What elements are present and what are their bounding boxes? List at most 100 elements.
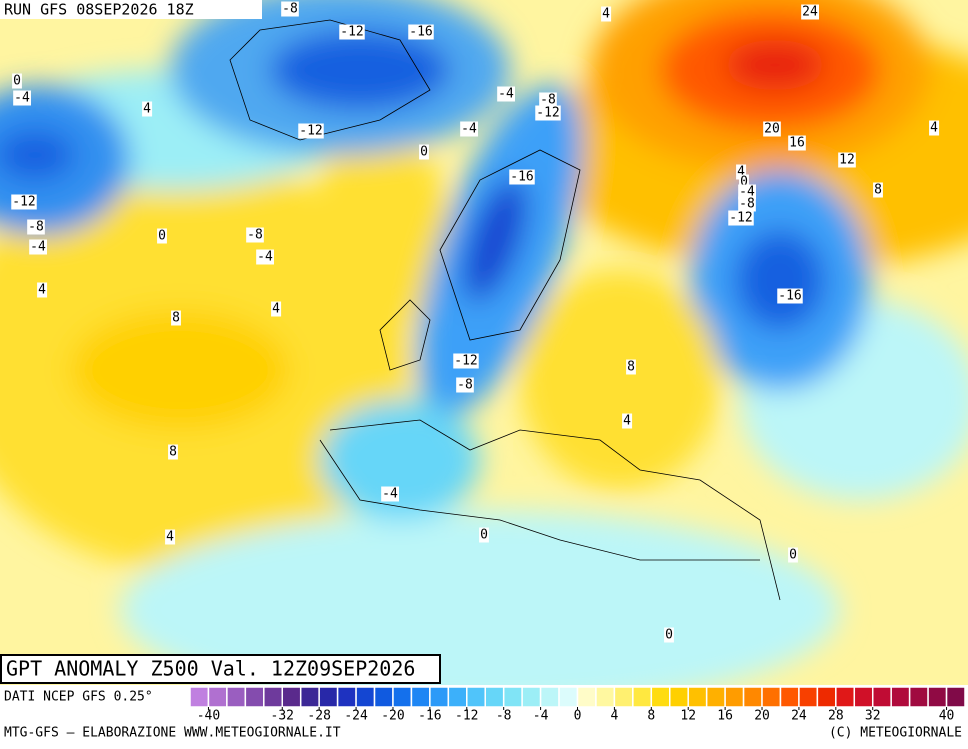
contour-label-bg — [29, 239, 47, 255]
contour-label-bg — [168, 444, 178, 460]
contour-label-bg — [419, 144, 429, 160]
colorbar-swatch — [207, 686, 228, 708]
contour-label: -12 — [536, 106, 559, 121]
contour-label-bg — [453, 353, 479, 369]
colorbar-swatch — [853, 686, 874, 708]
contour-label-bg — [171, 310, 181, 326]
contour-label-bg — [601, 6, 612, 22]
contour-label-bg — [13, 90, 31, 106]
contour-label-bg — [509, 169, 535, 185]
colorbar-tick-label: -8 — [496, 709, 512, 724]
contour-label: -8 — [739, 197, 755, 212]
contour-label-bg — [788, 547, 798, 563]
contour-label-bg — [873, 182, 883, 198]
contour-label: -12 — [12, 195, 35, 210]
colorbar-swatch — [263, 686, 284, 708]
contour-label-bg — [626, 359, 636, 375]
colorbar-swatch — [576, 686, 597, 708]
contour-label: -8 — [247, 228, 263, 243]
contour-label-bg — [535, 105, 561, 121]
contour-label-bg — [738, 184, 756, 200]
colorbar-swatch — [484, 686, 505, 708]
colorbar-swatch — [908, 686, 929, 708]
colorbar-swatch — [539, 686, 560, 708]
contour-label: 16 — [789, 136, 805, 151]
contour-label-bg — [728, 210, 754, 226]
contour-label: 20 — [764, 122, 780, 137]
colorbar-tick-label: 40 — [939, 709, 955, 724]
contour-label: 8 — [172, 311, 180, 326]
colorbar-swatch — [945, 686, 966, 708]
colorbar-tick-label: 32 — [865, 709, 881, 724]
contour-label: 0 — [665, 628, 673, 643]
source-label: DATI NCEP GFS 0.25° — [4, 690, 153, 705]
contour-label: -8 — [282, 2, 298, 17]
colorbar-swatch — [244, 686, 265, 708]
colorbar-swatch — [466, 686, 486, 708]
contour-label-bg — [256, 249, 274, 265]
contour-label: 12 — [839, 153, 855, 168]
contour-label: -12 — [454, 354, 477, 369]
contour-label-bg — [929, 120, 940, 136]
contour-label-bg — [539, 92, 557, 108]
contour-label-bg — [622, 413, 633, 429]
contour-label: 8 — [627, 360, 635, 375]
contour-label: 0 — [480, 528, 488, 543]
coastlines — [229, 19, 781, 601]
run-box — [0, 0, 262, 19]
colorbar-swatch — [281, 686, 302, 708]
colorbar-swatch — [798, 686, 819, 708]
contour-label-bg — [738, 196, 756, 212]
contour-label: -16 — [409, 25, 432, 40]
contour-label: 4 — [623, 414, 631, 429]
colorbar-swatch — [502, 686, 523, 708]
colorbar-swatch — [373, 686, 394, 708]
field — [0, 0, 968, 685]
colorbar-tick-label: 8 — [647, 709, 655, 724]
contour-label-bg — [777, 288, 803, 304]
contour-label: 4 — [737, 165, 745, 180]
contour-label-bg — [838, 152, 856, 168]
colorbar-swatch — [392, 686, 413, 708]
contour-label-bg — [27, 219, 45, 235]
colorbar-tick-label: -24 — [344, 709, 368, 724]
colorbar: -40 -32 -28 -24 -20 -16 -12 -8 -4 0 4 8 12 16 20 24 28 32… — [189, 686, 966, 724]
title-box — [0, 654, 441, 684]
contour-label-bg — [479, 527, 489, 543]
colorbar-swatch — [742, 686, 763, 708]
contour-label-bg — [497, 86, 515, 102]
contour-label-bg — [339, 24, 365, 40]
colorbar-swatch — [355, 686, 376, 708]
contour-label-bg — [381, 486, 399, 502]
contour-label-bg — [298, 123, 324, 139]
contour-label-bg — [246, 227, 264, 243]
colorbar-swatch — [521, 686, 542, 708]
contour-label: 0 — [420, 145, 428, 160]
colorbar-swatch — [447, 686, 468, 708]
contour-label-bg — [12, 73, 22, 89]
contour-label: 0 — [13, 74, 21, 89]
contour-label: -4 — [14, 91, 30, 106]
colorbar-swatch — [410, 686, 431, 708]
contour-label: -4 — [739, 185, 755, 200]
colorbar-swatch — [835, 686, 856, 708]
colorbar-swatch — [318, 686, 339, 708]
contour-label: -8 — [540, 93, 556, 108]
footer-right: (C) METEOGIORNALE — [829, 726, 962, 741]
colorbar-tick-label: -16 — [418, 709, 441, 724]
colorbar-swatch — [779, 686, 800, 708]
map-title: GPT ANOMALY Z500 Val. 12Z09SEP2026 — [6, 657, 415, 681]
colorbar-tick-label: 28 — [828, 709, 844, 724]
colorbar-swatch — [429, 686, 450, 708]
contour-label: 4 — [930, 121, 938, 136]
colorbar-swatch — [632, 686, 653, 708]
colorbar-swatch — [299, 686, 320, 708]
contour-label: 24 — [802, 5, 818, 20]
contour-label: 8 — [874, 183, 882, 198]
contour-label-bg — [165, 529, 176, 545]
contour-label: 4 — [38, 283, 46, 298]
contour-label: -12 — [729, 211, 752, 226]
contour-label: -16 — [510, 170, 533, 185]
footer-left: MTG-GFS — ELABORAZIONE WWW.METEOGIORNALE… — [4, 726, 341, 741]
